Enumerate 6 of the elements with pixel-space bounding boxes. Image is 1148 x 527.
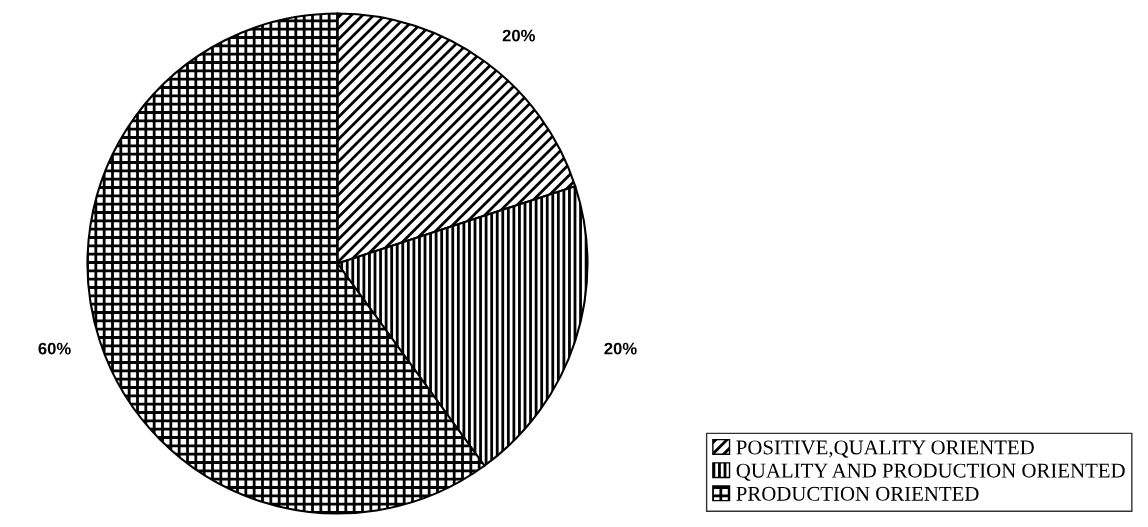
data-label: 20% [604,342,637,355]
data-label: 60% [38,342,71,355]
legend-label: QUALITY AND PRODUCTION ORIENTED [736,463,1125,481]
legend-label: PRODUCTION ORIENTED [736,486,979,501]
data-label: 20% [502,29,535,42]
legend-label: POSITIVE,QUALITY ORIENTED [736,440,1034,458]
